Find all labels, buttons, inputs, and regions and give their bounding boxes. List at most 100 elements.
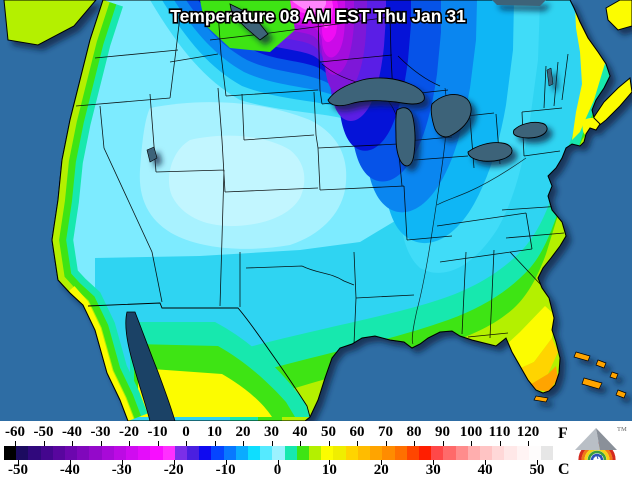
colorbar-block bbox=[65, 446, 78, 460]
trademark-label: TM bbox=[617, 426, 627, 433]
celsius-tick-mark bbox=[329, 460, 331, 465]
fahrenheit-tick-mark bbox=[442, 441, 444, 446]
colorbar-block bbox=[52, 446, 66, 460]
fahrenheit-tick-mark bbox=[271, 441, 273, 446]
colorbar-block bbox=[235, 446, 249, 460]
fahrenheit-tick-label: -20 bbox=[119, 424, 139, 440]
rain-drops-icon bbox=[592, 454, 603, 460]
great-lakes-group bbox=[146, 0, 554, 167]
colorbar-block bbox=[28, 446, 41, 460]
colorbar-block bbox=[406, 446, 419, 460]
celsius-tick-label: -10 bbox=[215, 462, 236, 478]
colorbar-block bbox=[89, 446, 102, 460]
mountain-left-face bbox=[575, 428, 600, 450]
colorbar-block bbox=[260, 446, 273, 460]
fahrenheit-tick-label: 10 bbox=[207, 424, 222, 440]
fahrenheit-tick-mark bbox=[328, 441, 330, 446]
fahrenheit-tick-mark bbox=[385, 441, 387, 446]
fahrenheit-tick-label: 0 bbox=[182, 424, 190, 440]
colorbar-block bbox=[113, 446, 127, 460]
celsius-tick-label: -20 bbox=[163, 462, 184, 478]
colorbar-block bbox=[77, 446, 90, 460]
fahrenheit-tick-mark bbox=[186, 441, 187, 446]
colorbar-block bbox=[504, 446, 517, 460]
lake-ontario bbox=[512, 121, 548, 139]
colorbar-block bbox=[370, 446, 383, 460]
colorbar-block bbox=[431, 446, 444, 460]
mexico-border bbox=[87, 302, 311, 418]
colorbar-block bbox=[382, 446, 395, 460]
band-plateau-core bbox=[169, 135, 305, 227]
band-mexico-yellow bbox=[138, 368, 272, 417]
brand-logo: TM bbox=[567, 422, 629, 466]
fahrenheit-tick-label: -30 bbox=[90, 424, 111, 440]
celsius-tick-mark bbox=[18, 460, 19, 465]
fahrenheit-tick-mark bbox=[214, 441, 216, 446]
mountain-right-face bbox=[596, 428, 617, 450]
rainbow-green-arc bbox=[587, 450, 607, 461]
colorbar bbox=[4, 446, 554, 460]
colorbar-block bbox=[357, 446, 371, 460]
fahrenheit-tick-mark bbox=[43, 441, 45, 446]
colorbar-block bbox=[455, 446, 468, 460]
fahrenheit-unit-label: F bbox=[558, 425, 568, 442]
fahrenheit-tick-mark bbox=[300, 441, 301, 446]
colorbar-block bbox=[443, 446, 456, 460]
florida-keys bbox=[533, 395, 549, 403]
fahrenheit-tick-mark bbox=[100, 441, 102, 446]
celsius-tick-mark bbox=[485, 460, 487, 465]
colorbar-block bbox=[272, 446, 285, 460]
celsius-tick-mark bbox=[537, 460, 538, 465]
celsius-tick-label: 0 bbox=[273, 462, 282, 478]
celsius-tick-label: -50 bbox=[8, 462, 28, 478]
vancouver-island bbox=[3, 0, 97, 46]
temperature-scale-legend: -60 -50 -40 -30 -20 -10 0 10 20 30 40 50 60 70 80 90 100… bbox=[0, 421, 632, 486]
celsius-tick-label: 50 bbox=[529, 462, 545, 478]
celsius-tick-mark bbox=[381, 460, 383, 465]
lake-huron bbox=[430, 93, 472, 138]
colorbar-block bbox=[150, 446, 163, 460]
lake-erie bbox=[467, 142, 513, 162]
colorbar-block bbox=[138, 446, 151, 460]
colorbar-block bbox=[418, 446, 432, 460]
fahrenheit-tick-label: 30 bbox=[264, 424, 279, 440]
colorbar-block bbox=[101, 446, 114, 460]
celsius-tick-label: 30 bbox=[425, 462, 441, 478]
colorbar-block bbox=[4, 446, 17, 460]
fahrenheit-tick-label: -60 bbox=[5, 424, 25, 440]
colorbar-block bbox=[284, 446, 297, 460]
fahrenheit-tick-label: -50 bbox=[33, 424, 54, 440]
fahrenheit-tick-mark bbox=[357, 441, 358, 446]
st-lawrence-sliver bbox=[492, 0, 546, 6]
state-borders bbox=[75, 11, 569, 345]
fahrenheit-tick-mark bbox=[243, 441, 244, 446]
celsius-tick-label: -40 bbox=[59, 462, 80, 478]
colorbar-block bbox=[345, 446, 358, 460]
colorbar-block bbox=[16, 446, 29, 460]
fahrenheit-tick-label: 70 bbox=[378, 424, 393, 440]
cape-breton bbox=[605, 0, 632, 31]
celsius-unit-label: C bbox=[558, 461, 570, 478]
celsius-tick-label: -30 bbox=[111, 462, 132, 478]
colorbar-block bbox=[333, 446, 346, 460]
fahrenheit-tick-label: 60 bbox=[349, 424, 365, 440]
lake-michigan bbox=[395, 107, 416, 167]
celsius-tick-mark bbox=[173, 460, 175, 465]
colorbar-block bbox=[516, 446, 529, 460]
celsius-tick-mark bbox=[69, 460, 71, 465]
fahrenheit-tick-mark bbox=[157, 441, 159, 446]
celsius-tick-mark bbox=[225, 460, 227, 465]
colorbar-block bbox=[309, 446, 322, 460]
celsius-tick-label: 40 bbox=[477, 462, 493, 478]
map-canvas: Temperature 08 AM EST Thu Jan 31 bbox=[0, 0, 632, 422]
fahrenheit-tick-label: 90 bbox=[435, 424, 450, 440]
fahrenheit-tick-label: 110 bbox=[488, 424, 511, 440]
fahrenheit-tick-mark bbox=[129, 441, 130, 446]
celsius-tick-mark bbox=[121, 460, 123, 465]
colorbar-block bbox=[187, 446, 200, 460]
colorbar-block bbox=[540, 446, 554, 460]
celsius-tick-label: 10 bbox=[321, 462, 337, 478]
fahrenheit-tick-label: -40 bbox=[62, 424, 82, 440]
bahamas-islands bbox=[573, 351, 627, 399]
